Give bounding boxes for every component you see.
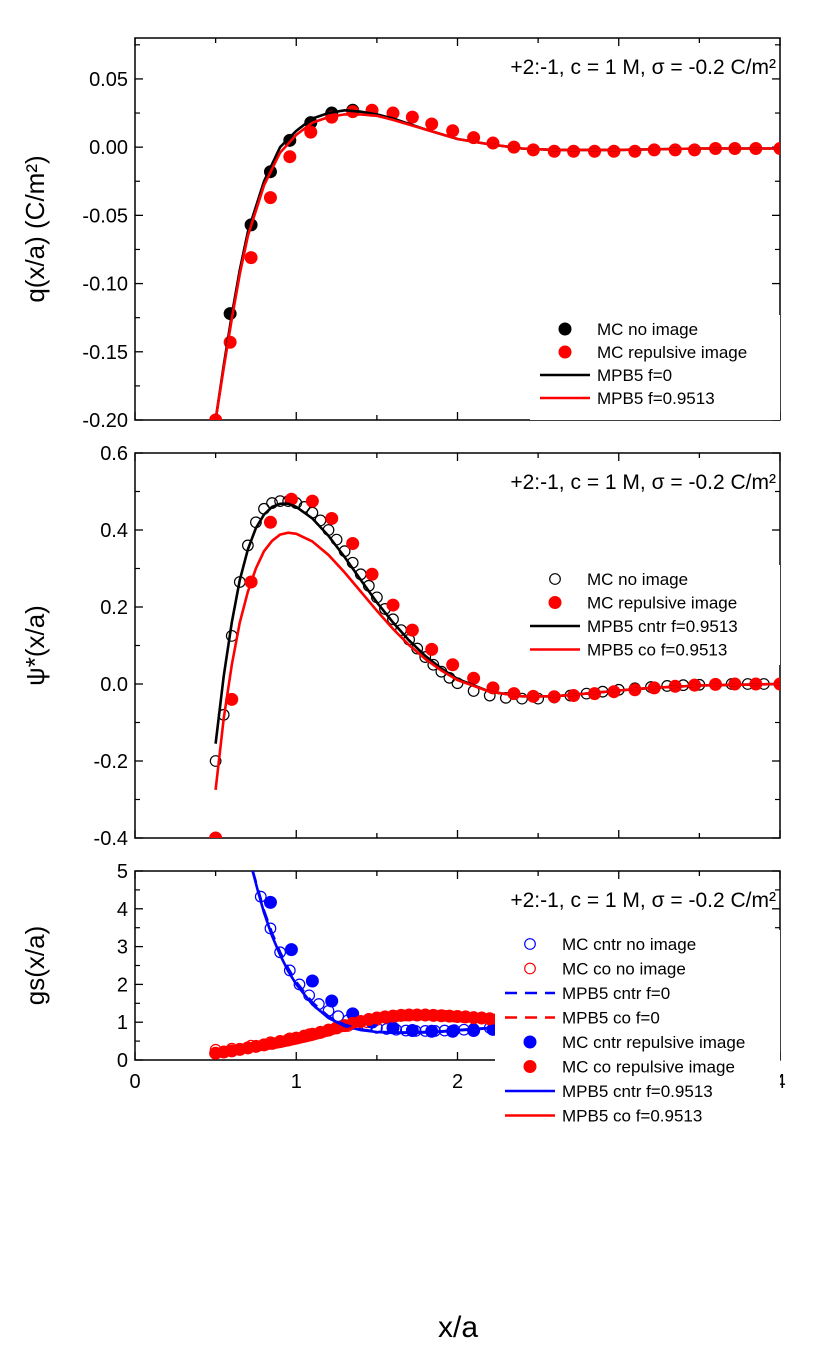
point-mc-repulsive-image [588, 144, 602, 158]
point-mc-repulsive-image [405, 110, 419, 124]
legend-label: MPB5 co f=0 [562, 1009, 660, 1028]
y-tick-label: 2 [117, 974, 128, 996]
point-mc-repulsive-image [567, 144, 581, 158]
point-mc-repulsive-image [425, 117, 439, 131]
legend-marker [549, 573, 561, 585]
y-tick-label: -0.2 [94, 751, 128, 773]
point-mc-repulsive-image [283, 150, 297, 164]
bottom-panel: 01234501234gs(x/a)+2:-1, c = 1 M, σ = -0… [20, 861, 786, 1142]
x-axis-title: x/a [438, 1311, 478, 1344]
point-mc-cntr-repulsive-image [263, 895, 277, 909]
y-axis-title: ψ*(x/a) [20, 605, 50, 686]
legend-marker [523, 1060, 537, 1073]
point-mc-repulsive-image [305, 494, 319, 508]
top-legend: MC no image MC repulsive image MPB5 f=0 MPB… [530, 315, 780, 420]
y-tick-label: -0.4 [94, 828, 128, 850]
legend-label: MC co no image [562, 960, 686, 979]
point-mc-repulsive-image [325, 511, 339, 525]
line-mpb5-f-0-9513 [214, 113, 780, 420]
legend-label: MC cntr repulsive image [562, 1033, 745, 1052]
x-tick-label: 1 [291, 1071, 302, 1093]
y-tick-label: 0.00 [89, 137, 128, 159]
point-mc-repulsive-image [304, 125, 318, 139]
legend-label: MPB5 f=0 [597, 366, 672, 385]
legend-label: MPB5 cntr f=0.9513 [562, 1082, 713, 1101]
point-mc-repulsive-image [425, 642, 439, 656]
point-mc-cntr-repulsive-image [305, 974, 319, 988]
legend-label: MC repulsive image [587, 594, 737, 613]
top-series [209, 103, 780, 420]
point-mc-repulsive-image [263, 515, 277, 529]
y-tick-label: 3 [117, 937, 128, 959]
point-mc-repulsive-image [244, 251, 258, 265]
point-mc-repulsive-image [547, 144, 561, 158]
point-mc-repulsive-image [607, 144, 621, 158]
y-tick-label: 0 [117, 1050, 128, 1072]
y-tick-label: 0.05 [89, 69, 128, 91]
y-tick-label: 0.0 [100, 674, 128, 696]
point-mc-cntr-repulsive-image [325, 994, 339, 1008]
legend-marker [558, 345, 572, 359]
y-axis-title: q(x/a) (C/m²) [20, 155, 50, 302]
panels: -0.20-0.15-0.10-0.050.000.05q(x/a) (C/m²… [20, 37, 786, 1142]
legend-label: MC cntr no image [562, 935, 696, 954]
point-mc-repulsive-image [346, 536, 360, 550]
middle-series [209, 492, 780, 838]
point-mc-no-image [387, 613, 399, 626]
y-tick-label: -0.20 [82, 410, 128, 432]
legend-label: MC no image [597, 320, 698, 339]
legend-marker [548, 596, 562, 609]
y-tick-label: 4 [117, 899, 128, 921]
legend-label: MPB5 f=0.9513 [597, 389, 715, 408]
panel-annotation: +2:-1, c = 1 M, σ = -0.2 C/m² [510, 56, 776, 79]
legend-label: MPB5 cntr f=0.9513 [587, 617, 738, 636]
point-mc-no-image [419, 651, 432, 663]
x-tick-label: 0 [129, 1071, 140, 1093]
panel-annotation: +2:-1, c = 1 M, σ = -0.2 C/m² [510, 889, 776, 912]
legend-label: MC repulsive image [597, 343, 747, 362]
y-tick-label: 1 [117, 1012, 128, 1034]
point-mc-cntr-repulsive-image [284, 943, 298, 957]
point-mc-repulsive-image [446, 658, 460, 672]
legend-marker [523, 1035, 537, 1049]
x-tick-label: 2 [452, 1071, 463, 1093]
panel-annotation: +2:-1, c = 1 M, σ = -0.2 C/m² [510, 471, 776, 494]
legend-marker [524, 962, 536, 975]
y-axis-title: gs(x/a) [20, 926, 50, 1005]
legend-marker [524, 938, 536, 950]
line-mpb5-co-f-0 [215, 1014, 780, 1054]
y-tick-label: 0.6 [100, 443, 128, 465]
y-tick-label: 0.4 [100, 520, 128, 542]
point-mc-repulsive-image [209, 831, 223, 838]
middle-panel: -0.4 -0.2 0.0 0.2 0.4 0.6 ψ*(x/a) +2:-1, c = 1 … [20, 443, 781, 850]
y-tick-label: -0.15 [82, 342, 128, 364]
bottom-legend: MC cntr no image MC co no image MPB5 cntr … [495, 930, 780, 1142]
top-panel: -0.20 -0.15 -0.10 -0.05 0.00 0.05 q(x/a) (C/m²… [20, 37, 781, 432]
line-mpb5-co-f-0-9513 [214, 531, 780, 791]
y-tick-label: -0.10 [82, 274, 128, 296]
legend-label: MC no image [587, 570, 688, 589]
y-tick-label: -0.05 [82, 205, 128, 227]
point-mc-cntr-repulsive-image [405, 1024, 419, 1038]
point-mc-repulsive-image [263, 191, 277, 205]
legend-marker [558, 322, 572, 336]
legend-label: MC co repulsive image [562, 1058, 735, 1077]
middle-legend: MC no image MC repulsive image MPB5 cntr f… [520, 565, 780, 665]
legend-label: MPB5 cntr f=0 [562, 984, 670, 1003]
point-mc-repulsive-image [365, 567, 379, 581]
point-mc-repulsive-image [386, 598, 400, 612]
legend-label: MPB5 co f=0.9513 [562, 1107, 702, 1126]
legend-label: MPB5 co f=0.9513 [587, 641, 727, 660]
point-mc-repulsive-image [405, 623, 419, 637]
y-tick-label: 5 [117, 861, 128, 883]
point-mc-no-image [209, 755, 222, 767]
y-tick-label: 0.2 [100, 597, 128, 619]
point-mc-repulsive-image [628, 144, 642, 158]
